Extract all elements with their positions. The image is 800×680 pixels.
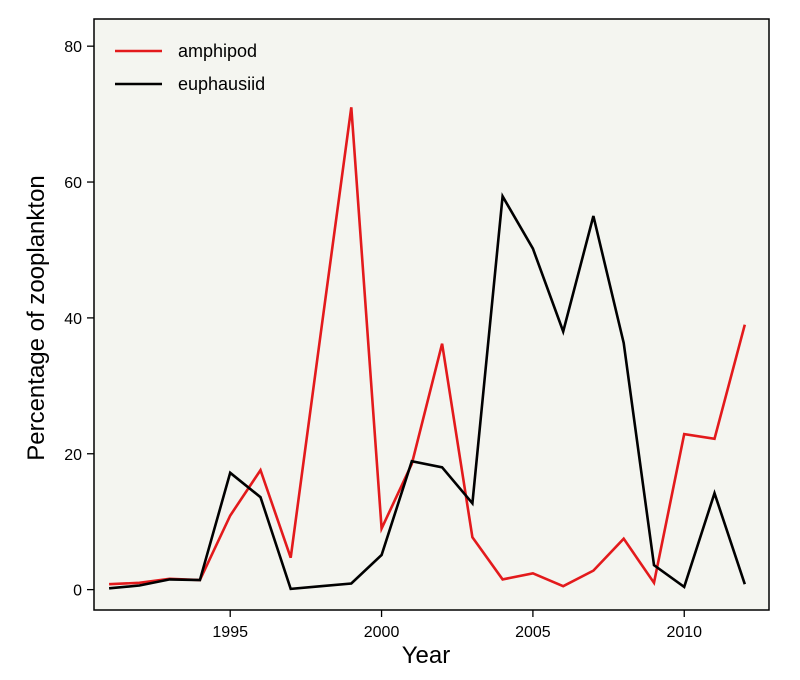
legend: amphipod euphausiid	[115, 41, 265, 94]
legend-label-euphausiid: euphausiid	[178, 74, 265, 94]
y-tick-label: 20	[64, 447, 82, 464]
plot-background	[93, 18, 770, 611]
y-tick-label: 80	[64, 39, 82, 56]
y-tick-label: 60	[64, 175, 82, 192]
y-axis-title: Percentage of zooplankton	[23, 175, 50, 461]
y-tick-label: 40	[64, 311, 82, 328]
legend-label-amphipod: amphipod	[178, 41, 257, 61]
x-axis-title: Year	[402, 642, 451, 669]
y-axis: 0 20 40 60 80	[64, 39, 94, 600]
series-line-amphipod	[109, 107, 747, 588]
x-tick-label: 1995	[212, 624, 248, 641]
y-tick-label: 0	[73, 583, 82, 600]
series-line-euphausiid	[108, 192, 747, 591]
x-tick-label: 2000	[364, 624, 400, 641]
x-axis: 1995 2000 2005 2010	[212, 610, 702, 641]
x-tick-label: 2005	[515, 624, 551, 641]
x-tick-label: 2010	[666, 624, 702, 641]
series-layer	[108, 107, 747, 591]
